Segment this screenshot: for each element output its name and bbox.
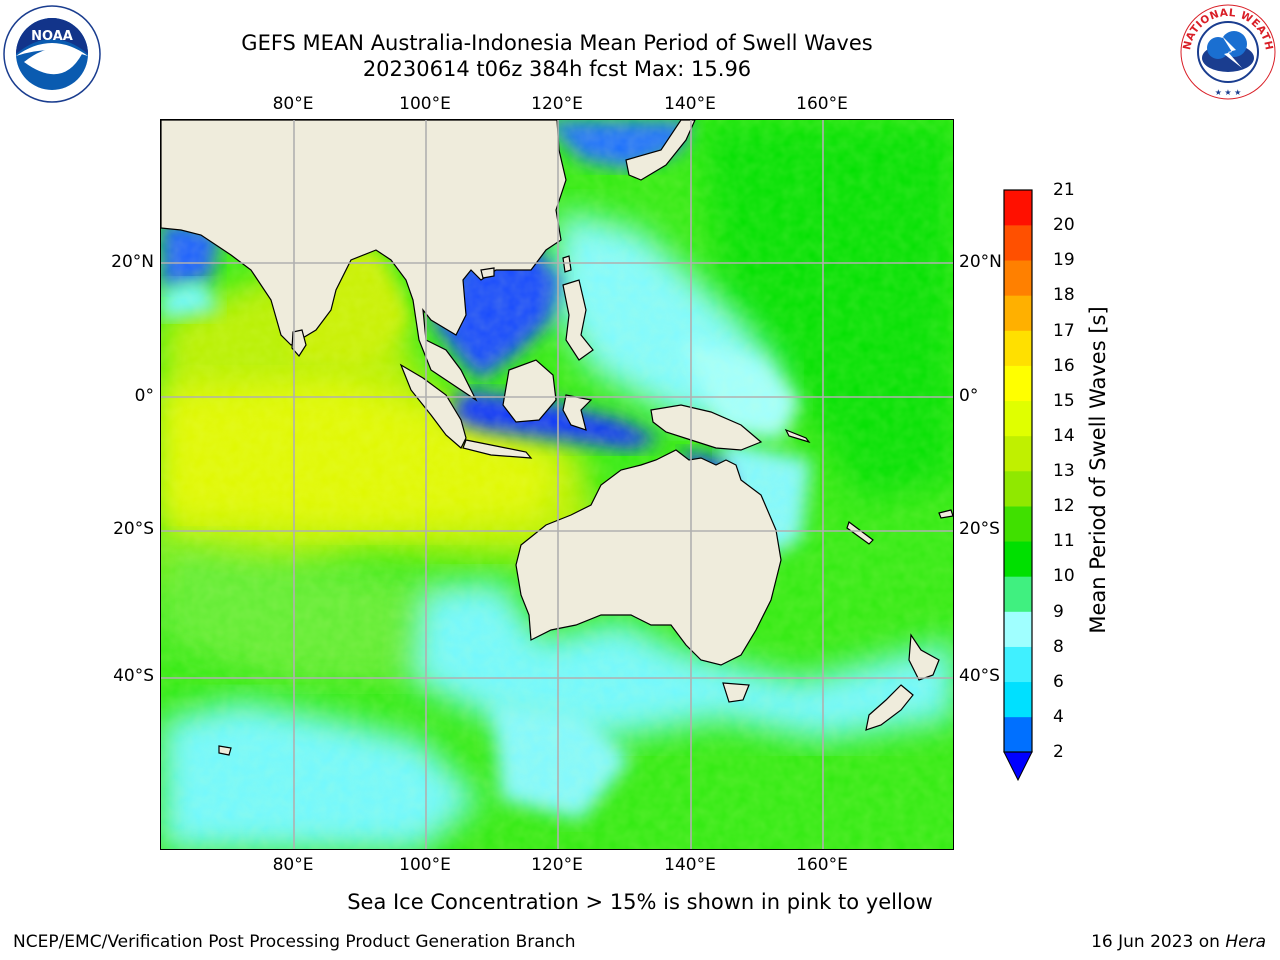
chart-title: GEFS MEAN Australia-Indonesia Mean Perio… — [241, 31, 873, 55]
land — [161, 120, 953, 756]
footer-date-text: 16 Jun 2023 on — [1091, 932, 1226, 952]
colorbar-tick-label: 15 — [1053, 390, 1075, 411]
noaa-logo: NOAA — [3, 5, 101, 103]
colorbar-tick-label: 8 — [1053, 636, 1064, 657]
colorbar-band — [1004, 681, 1032, 718]
lat-tick-left: 20°S — [113, 519, 154, 539]
colorbar-band — [1004, 471, 1032, 507]
gridlines — [161, 120, 953, 849]
australia — [515, 449, 782, 666]
colorbar-tick-label: 16 — [1053, 355, 1075, 376]
colorbar-band — [1004, 225, 1032, 261]
lat-tick-left: 20°N — [111, 252, 154, 272]
colorbar-band — [1004, 190, 1032, 226]
lon-tick-bottom: 100°E — [399, 855, 451, 875]
colorbar-tick-label: 18 — [1053, 285, 1075, 306]
colorbar-band — [1004, 400, 1032, 437]
kerguelen — [218, 745, 232, 756]
colorbar-tick-label: 11 — [1053, 531, 1075, 552]
lat-tick-left: 0° — [134, 386, 154, 406]
lon-tick-bottom: 160°E — [796, 855, 848, 875]
lon-tick-top: 160°E — [796, 94, 848, 114]
lon-tick-bottom: 120°E — [531, 855, 583, 875]
footer-credit: NCEP/EMC/Verification Post Processing Pr… — [13, 932, 576, 952]
colorbar-band — [1004, 260, 1032, 296]
hainan — [480, 267, 495, 279]
colorbar-tick-label: 17 — [1053, 320, 1075, 341]
new-zealand-north — [908, 633, 940, 681]
colorbar-tick-label: 19 — [1053, 250, 1075, 271]
tasmania — [722, 682, 750, 703]
swell-period-map — [161, 120, 953, 849]
lat-tick-right: 40°S — [959, 666, 1000, 686]
sea-ice-note: Sea Ice Concentration > 15% is shown in … — [347, 890, 933, 914]
lat-tick-left: 40°S — [113, 666, 154, 686]
borneo — [502, 359, 557, 423]
japan-south — [625, 120, 696, 181]
colorbar-underflow-triangle — [1003, 751, 1033, 782]
colorbar-band — [1004, 295, 1032, 331]
philippines — [562, 279, 594, 361]
colorbar-band — [1004, 611, 1032, 647]
colorbar-tick-label: 4 — [1053, 706, 1064, 727]
svg-text:★ ★ ★: ★ ★ ★ — [1215, 88, 1242, 97]
solomon-islands — [784, 428, 811, 444]
colorbar-band — [1004, 646, 1032, 683]
colorbar-tick-label: 6 — [1053, 671, 1064, 692]
colorbar-band — [1004, 716, 1032, 753]
sri-lanka — [291, 329, 307, 357]
lon-tick-top: 120°E — [531, 94, 583, 114]
colorbar-band — [1004, 435, 1032, 472]
colorbar-tick-label: 10 — [1053, 566, 1075, 587]
new-caledonia — [846, 521, 874, 545]
lon-tick-bottom: 140°E — [664, 855, 716, 875]
new-guinea — [650, 404, 763, 451]
java — [462, 439, 533, 459]
nws-logo: NATIONAL WEATHER SERVICE ★ ★ ★ — [1178, 2, 1276, 100]
colorbar-tick-label: 14 — [1053, 425, 1075, 446]
colorbar-tick-label: 21 — [1053, 180, 1075, 200]
map-frame — [160, 119, 954, 850]
colorbar-tick-label: 12 — [1053, 496, 1075, 517]
colorbar-band — [1004, 576, 1032, 612]
footer-date: 16 Jun 2023 on Hera — [1091, 932, 1266, 952]
colorbar-band — [1004, 330, 1032, 366]
colorbar — [1003, 189, 1033, 782]
colorbar-outline — [1003, 189, 1033, 753]
taiwan — [562, 255, 572, 273]
colorbar-tick-label: 9 — [1053, 601, 1064, 622]
lon-tick-bottom: 80°E — [272, 855, 314, 875]
colorbar-tick-label: 2 — [1053, 742, 1064, 762]
colorbar-band — [1004, 541, 1032, 577]
colorbar-band — [1004, 506, 1032, 542]
colorbar-tick-label: 13 — [1053, 461, 1075, 481]
fiji — [938, 509, 953, 519]
noaa-logo-text: NOAA — [31, 29, 73, 44]
footer-host: Hera — [1225, 932, 1266, 952]
lat-tick-right: 0° — [959, 386, 979, 406]
lat-tick-right: 20°S — [959, 519, 1000, 539]
sulawesi — [562, 394, 593, 431]
lon-tick-top: 140°E — [664, 94, 716, 114]
colorbar-tick-label: 20 — [1053, 215, 1075, 236]
colorbar-band — [1004, 365, 1032, 402]
chart-subtitle: 20230614 t06z 384h fcst Max: 15.96 — [362, 57, 752, 81]
colorbar-title: Mean Period of Swell Waves [s] — [1086, 306, 1110, 634]
new-zealand-south — [865, 684, 914, 731]
lat-tick-right: 20°N — [959, 252, 1002, 272]
lon-tick-top: 100°E — [399, 94, 451, 114]
lon-tick-top: 80°E — [272, 94, 314, 114]
sumatra — [399, 363, 467, 449]
